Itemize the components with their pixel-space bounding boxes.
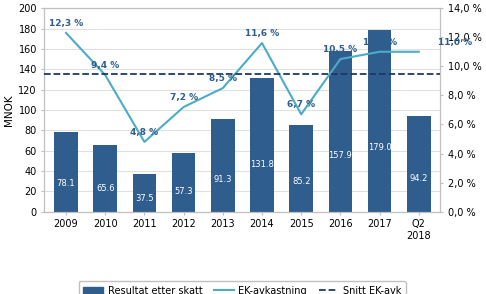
Text: 8,5 %: 8,5 % — [209, 74, 237, 83]
Text: 4,8 %: 4,8 % — [130, 128, 158, 137]
Bar — [329, 51, 352, 212]
Text: 11,0 %: 11,0 % — [363, 38, 397, 47]
Text: 179.0: 179.0 — [368, 143, 391, 152]
Text: 131.8: 131.8 — [250, 160, 274, 169]
Bar — [368, 29, 391, 212]
Text: 157.9: 157.9 — [329, 151, 352, 160]
Text: 57.3: 57.3 — [174, 187, 193, 196]
Text: 6,7 %: 6,7 % — [287, 100, 315, 109]
Bar — [211, 119, 235, 212]
Bar — [93, 145, 117, 212]
Text: 10,5 %: 10,5 % — [323, 45, 357, 54]
Bar — [54, 132, 78, 212]
Text: 94.2: 94.2 — [410, 174, 428, 183]
Text: 37.5: 37.5 — [135, 194, 154, 203]
Bar — [250, 78, 274, 212]
Bar — [290, 125, 313, 212]
Text: 85.2: 85.2 — [292, 177, 311, 186]
Text: 9,4 %: 9,4 % — [91, 61, 120, 70]
Bar — [407, 116, 431, 212]
Text: 91.3: 91.3 — [213, 175, 232, 184]
Bar — [172, 153, 195, 212]
Text: 78.1: 78.1 — [57, 179, 75, 188]
Text: 65.6: 65.6 — [96, 184, 115, 193]
Text: 11,6 %: 11,6 % — [245, 29, 279, 38]
Text: 7,2 %: 7,2 % — [170, 93, 198, 102]
Bar — [133, 173, 156, 212]
Legend: Resultat etter skatt, EK-avkastning, Snitt EK-avk: Resultat etter skatt, EK-avkastning, Sni… — [79, 281, 406, 294]
Y-axis label: MNOK: MNOK — [4, 94, 14, 126]
Text: 11,0 %: 11,0 % — [438, 38, 472, 47]
Text: 12,3 %: 12,3 % — [49, 19, 83, 28]
